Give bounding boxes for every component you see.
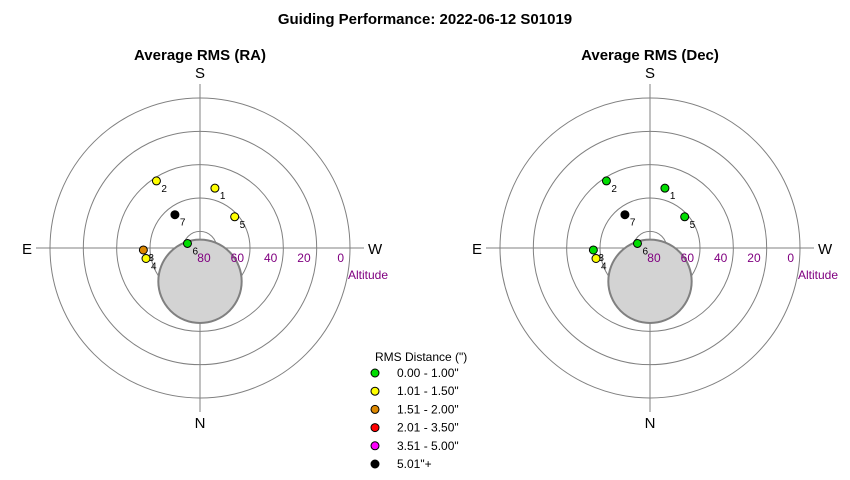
- direction-south-label: S: [645, 65, 655, 82]
- direction-west-label: W: [368, 241, 383, 258]
- altitude-tick-label: 0: [787, 251, 794, 265]
- legend-item-label: 5.01"+: [397, 457, 432, 471]
- data-point-7: [620, 210, 630, 220]
- altitude-tick-label: 80: [647, 251, 661, 265]
- direction-east-label: E: [22, 241, 32, 258]
- moon-disc: [607, 238, 693, 325]
- data-point-2: [151, 176, 161, 186]
- data-point-label: 5: [240, 220, 246, 231]
- data-point-5: [230, 212, 240, 222]
- legend-swatch: [370, 459, 380, 469]
- data-point-label: 6: [642, 246, 648, 257]
- data-point-1: [210, 183, 220, 193]
- direction-north-label: N: [195, 415, 206, 432]
- altitude-axis-label: Altitude: [348, 268, 388, 282]
- data-point-6: [182, 238, 192, 248]
- altitude-axis-label: Altitude: [798, 268, 838, 282]
- data-point-label: 6: [192, 246, 198, 257]
- direction-west-label: W: [818, 241, 833, 258]
- data-point-label: 4: [601, 261, 607, 272]
- legend-swatch: [370, 404, 380, 414]
- data-point-label: 3: [148, 253, 154, 264]
- legend-item-label: 1.01 - 1.50": [397, 384, 459, 398]
- legend: RMS Distance (") 0.00 - 1.00" 1.01 - 1.50"…: [370, 350, 467, 471]
- data-point-6: [632, 238, 642, 248]
- altitude-tick-label: 60: [681, 251, 695, 265]
- legend-swatch: [370, 386, 380, 396]
- altitude-tick-label: 20: [747, 251, 761, 265]
- ra-polar-plot: Average RMS (RA)S N E W 80 60 40 20 0 Altitude 1 2 3…: [22, 47, 388, 432]
- data-point-label: 7: [630, 218, 636, 229]
- legend-item-label: 3.51 - 5.00": [397, 439, 459, 453]
- data-point-5: [680, 212, 690, 222]
- data-point-label: 3: [598, 253, 604, 264]
- altitude-tick-label: 20: [297, 251, 311, 265]
- direction-north-label: N: [645, 415, 656, 432]
- chart-title: Guiding Performance: 2022-06-12 S01019: [278, 11, 572, 28]
- data-point-4: [591, 253, 601, 263]
- legend-item-label: 1.51 - 2.00": [397, 402, 459, 416]
- direction-south-label: S: [195, 65, 205, 82]
- altitude-tick-label: 0: [337, 251, 344, 265]
- data-point-label: 2: [161, 184, 167, 195]
- data-point-3: [588, 245, 598, 255]
- legend-title: RMS Distance ("): [375, 350, 467, 364]
- data-point-7: [170, 210, 180, 220]
- dec-polar-plot: Average RMS (Dec)S N E W 80 60 40 20 0 Altitude 1 2…: [472, 47, 838, 432]
- plot-title: Average RMS (RA): [134, 47, 266, 64]
- data-point-label: 5: [690, 220, 696, 231]
- data-point-label: 7: [180, 218, 186, 229]
- altitude-tick-label: 60: [231, 251, 245, 265]
- legend-item-label: 0.00 - 1.00": [397, 366, 459, 380]
- plot-title: Average RMS (Dec): [581, 47, 719, 64]
- data-point-2: [601, 176, 611, 186]
- data-point-label: 1: [220, 191, 226, 202]
- legend-swatch: [370, 423, 380, 433]
- legend-swatch: [370, 441, 380, 451]
- altitude-tick-label: 40: [714, 251, 728, 265]
- direction-east-label: E: [472, 241, 482, 258]
- moon-disc: [157, 238, 243, 325]
- altitude-tick-label: 80: [197, 251, 211, 265]
- altitude-tick-label: 40: [264, 251, 278, 265]
- data-point-label: 4: [151, 261, 157, 272]
- data-point-label: 2: [611, 184, 617, 195]
- data-point-1: [660, 183, 670, 193]
- legend-swatch: [370, 368, 380, 378]
- data-point-3: [138, 245, 148, 255]
- data-point-4: [141, 253, 151, 263]
- data-point-label: 1: [670, 191, 676, 202]
- legend-item-label: 2.01 - 3.50": [397, 421, 459, 435]
